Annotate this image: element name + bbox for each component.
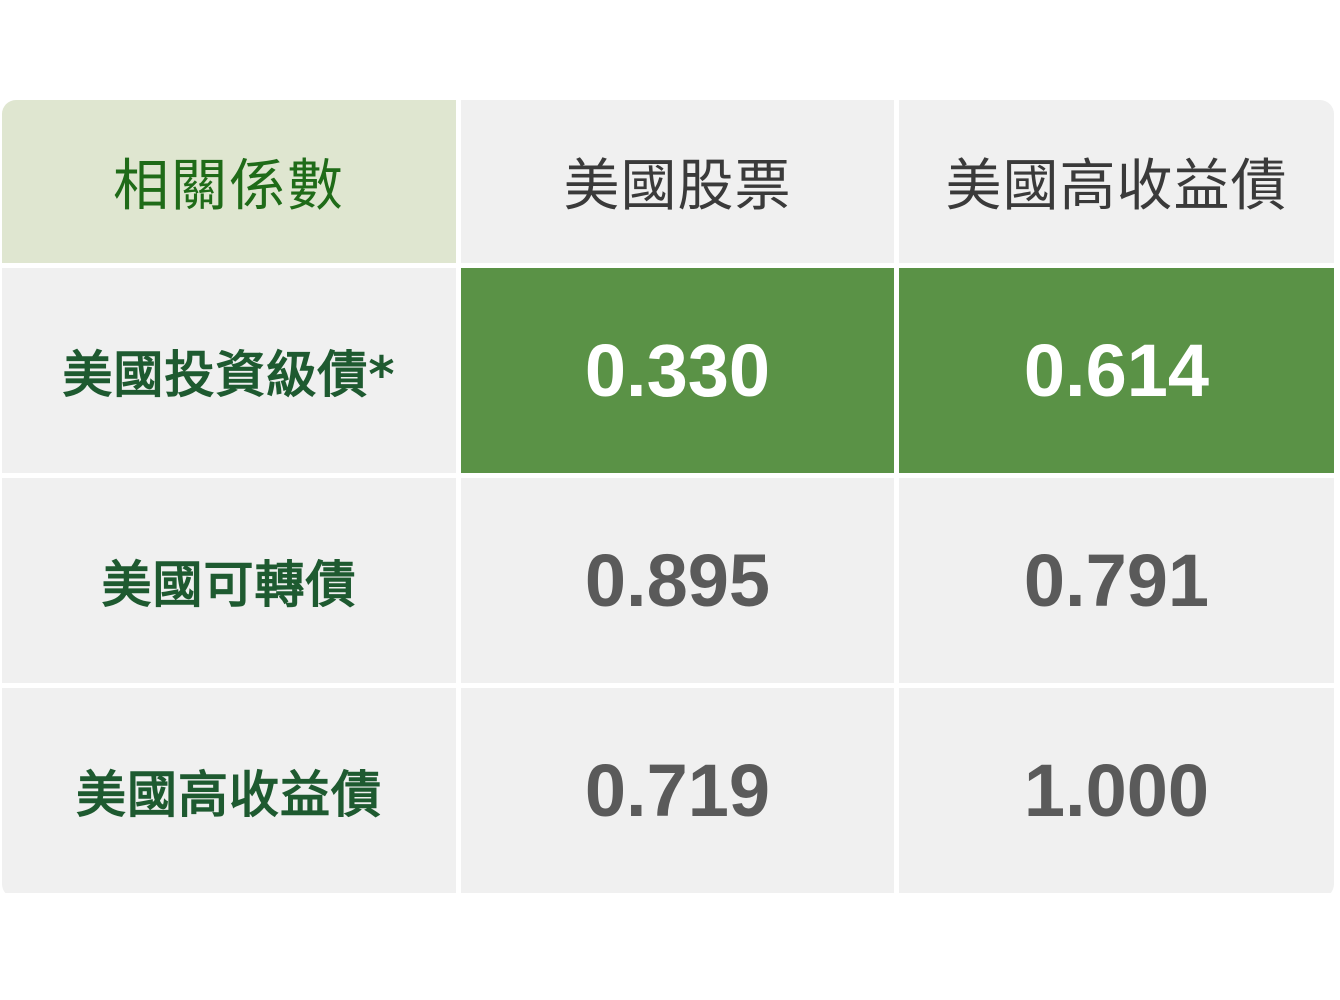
value-cell: 0.895 (461, 478, 894, 683)
value-cell: 0.719 (461, 688, 894, 893)
value-cell: 0.614 (899, 268, 1334, 473)
correlation-table: 相關係數 美國股票 美國高收益債 美國投資級債* 0.330 0.614 美國可… (2, 100, 1334, 898)
row-header-us-investment-grade: 美國投資級債* (2, 268, 456, 473)
column-header-us-equity: 美國股票 (461, 100, 894, 263)
corner-header: 相關係數 (2, 100, 456, 263)
value-cell: 0.330 (461, 268, 894, 473)
column-header-us-high-yield: 美國高收益債 (899, 100, 1334, 263)
value-cell: 1.000 (899, 688, 1334, 893)
row-header-us-high-yield: 美國高收益債 (2, 688, 456, 893)
value-cell: 0.791 (899, 478, 1334, 683)
row-header-us-convertible: 美國可轉債 (2, 478, 456, 683)
